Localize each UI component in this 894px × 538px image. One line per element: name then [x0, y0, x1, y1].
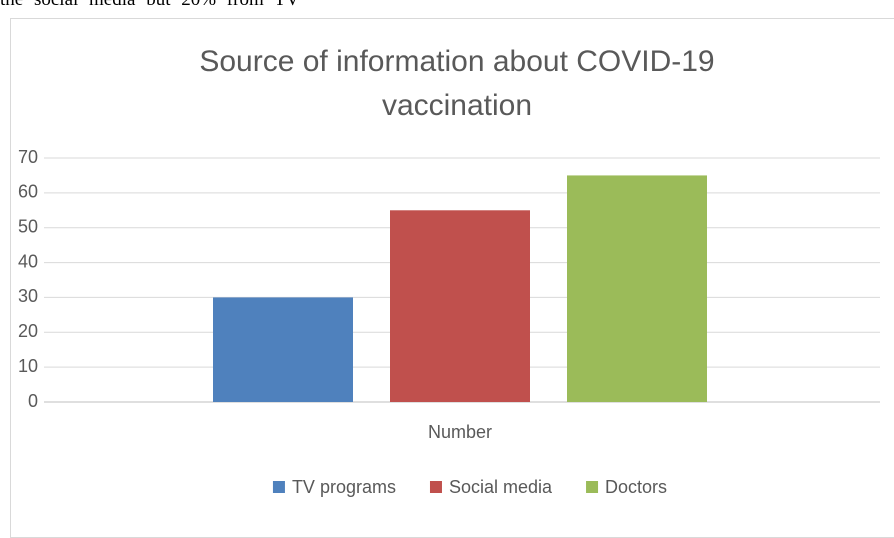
- legend-label: TV programs: [292, 477, 396, 497]
- legend-swatch: [429, 481, 442, 493]
- chart: 0 10 20 30 40 50 60 70 Number TV programs Social m…: [18, 147, 880, 497]
- y-tick-label: 50: [18, 216, 38, 236]
- legend-swatch: [272, 481, 285, 493]
- y-tick-label: 0: [28, 391, 38, 411]
- bar: [213, 297, 353, 402]
- x-tick-label: Number: [428, 422, 492, 442]
- y-tick-label: 70: [18, 147, 38, 167]
- legend-label: Doctors: [605, 477, 667, 497]
- legend-label: Social media: [449, 477, 553, 497]
- y-tick-label: 60: [18, 182, 38, 202]
- y-tick-label: 10: [18, 356, 38, 376]
- legend-swatch: [586, 481, 599, 493]
- bar: [390, 210, 530, 402]
- y-tick-label: 20: [18, 321, 38, 341]
- y-tick-label: 30: [18, 286, 38, 306]
- chart-title: Source of information about COVID-19 vac…: [199, 45, 715, 122]
- bar: [567, 175, 707, 402]
- y-tick-label: 40: [18, 251, 38, 271]
- context-text: the social media but 20% from TV: [0, 0, 299, 11]
